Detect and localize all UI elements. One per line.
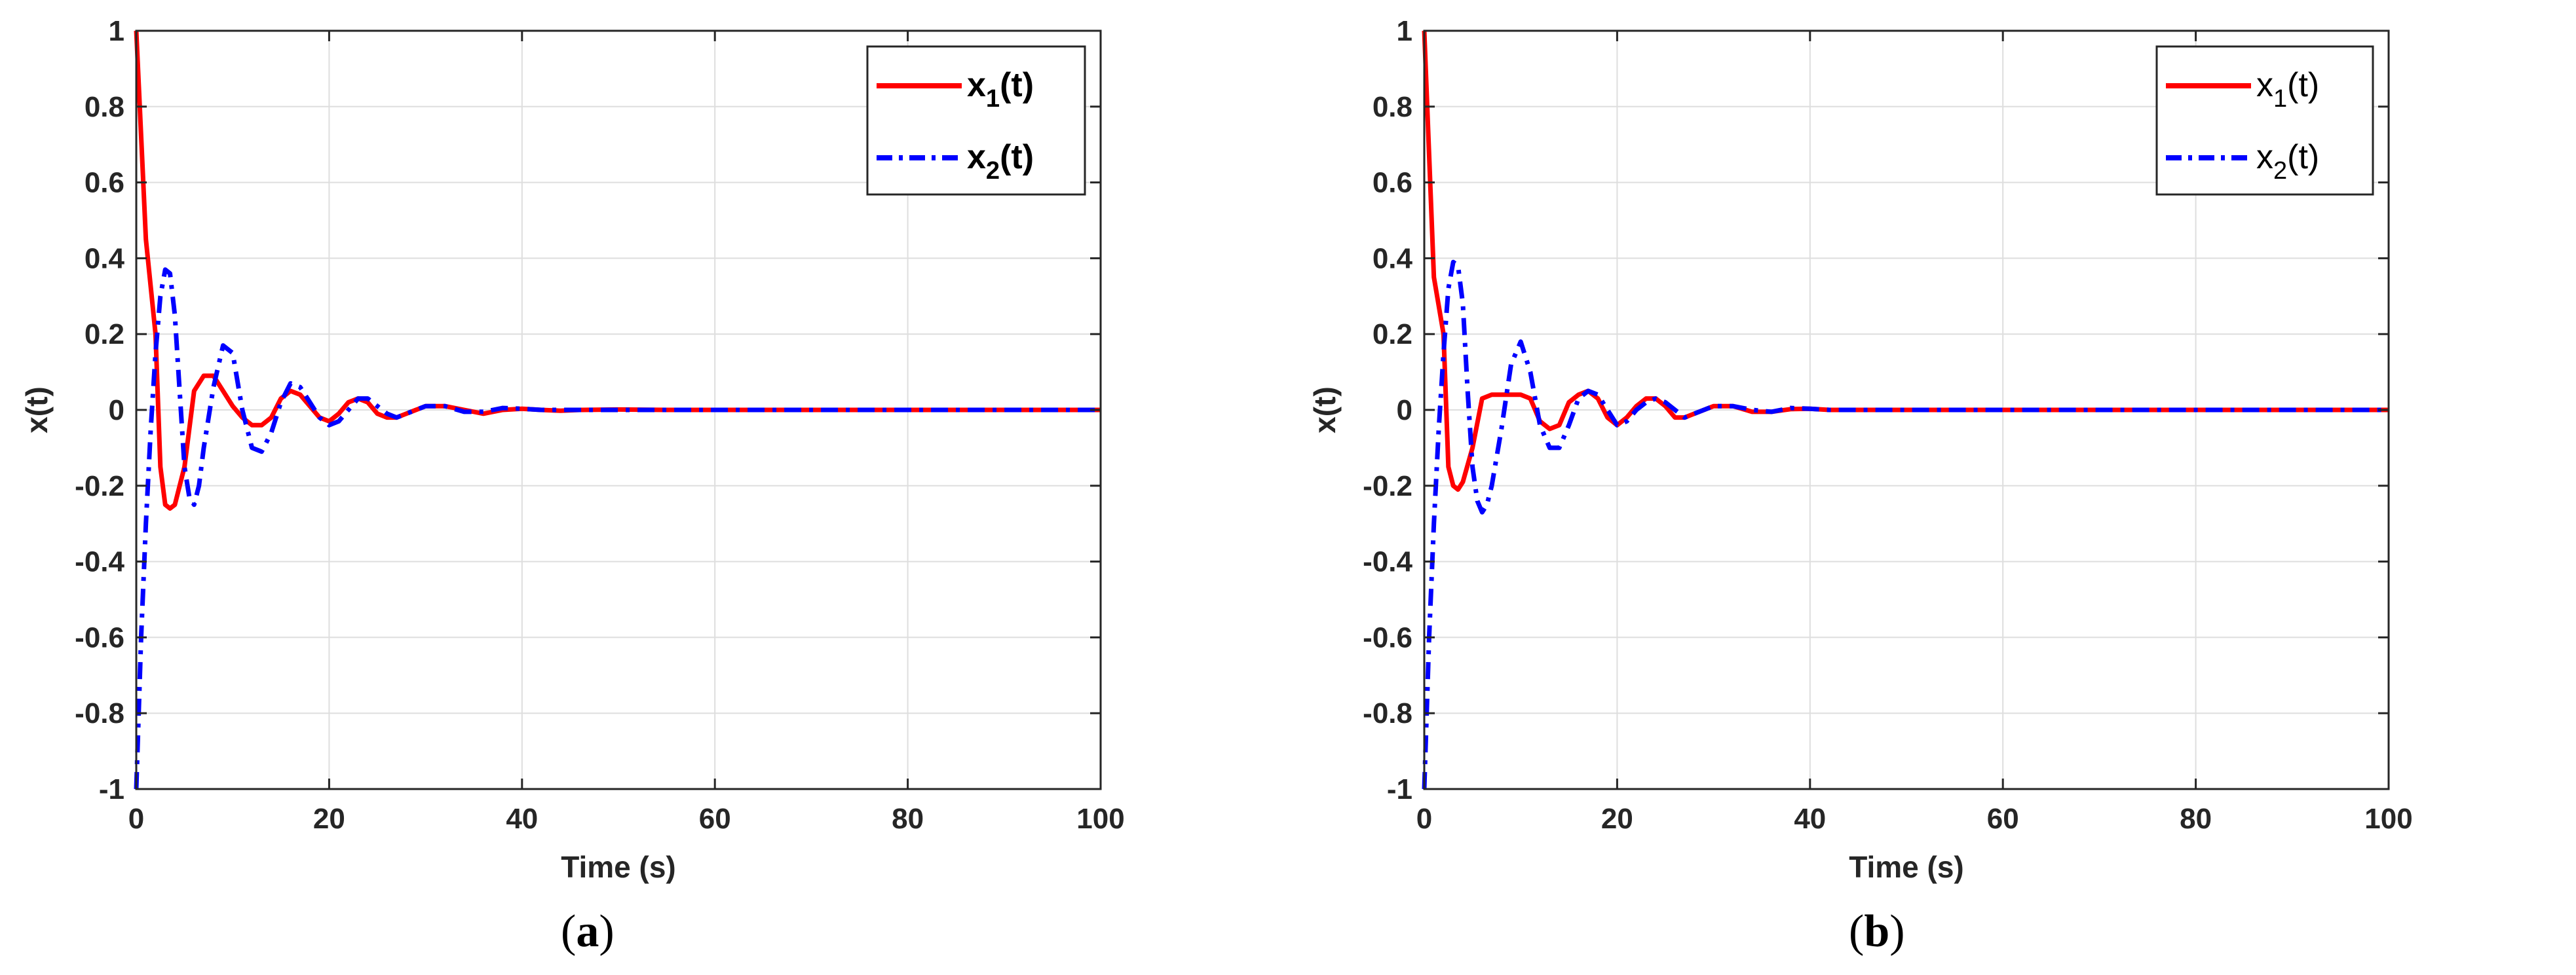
x-axis-label: Time (s) — [561, 850, 676, 884]
legend-label-2: x2(t) — [967, 138, 1034, 185]
x-tick-label: 20 — [1601, 803, 1633, 835]
chart-b-svg: 0 20 40 60 80 100 1 0.8 0.6 0.4 0.2 0 -0.2 -0.4 -0.6 -0… — [1308, 15, 2413, 957]
y-tick-label: 0.8 — [85, 91, 124, 123]
y-tick-label: 0.2 — [1373, 318, 1412, 350]
x-tick-label: 100 — [2364, 803, 2412, 835]
chart-panel-a: 0 20 40 60 80 100 1 0.8 0.6 0.4 0.2 0 -0.2 -0.4 -0.6 -0… — [20, 15, 1125, 957]
y-tick-label: 1 — [1397, 15, 1412, 47]
x-tick-label: 80 — [892, 803, 924, 835]
y-tick-label: 0 — [1397, 394, 1412, 426]
y-tick-label: -0.4 — [75, 546, 124, 578]
y-tick-label: -1 — [1387, 773, 1412, 805]
y-tick-label: 0.4 — [85, 242, 125, 274]
legend: x1(t) x2(t) — [2155, 45, 2374, 196]
legend-box — [866, 45, 1086, 196]
y-tick-label: 0.4 — [1373, 242, 1413, 274]
y-tick-label: 0.6 — [85, 167, 124, 199]
y-tick-label: 0 — [109, 394, 124, 426]
legend-label-1: x1(t) — [967, 66, 1034, 113]
x-tick-label: 100 — [1076, 803, 1124, 835]
y-tick-label: -0.6 — [75, 621, 124, 653]
series-line-2 — [1422, 259, 2389, 790]
x-tick-label: 60 — [1987, 803, 2019, 835]
x-tick-label: 40 — [1794, 803, 1826, 835]
y-tick-label: 1 — [109, 15, 124, 47]
x-tick-label: 40 — [506, 803, 538, 835]
legend-label-2: x2(t) — [2256, 138, 2319, 185]
panel-caption: (a) — [561, 906, 615, 957]
legend-box — [2155, 45, 2374, 196]
y-tick-label: -0.6 — [1363, 621, 1412, 653]
panel-caption: (b) — [1849, 906, 1905, 957]
x-tick-label: 20 — [313, 803, 345, 835]
y-axis-label: x(t) — [1308, 386, 1342, 433]
x-tick-label: 0 — [1416, 803, 1432, 835]
y-axis-label: x(t) — [20, 386, 54, 433]
x-axis-label: Time (s) — [1849, 850, 1964, 884]
y-tick-label: 0.2 — [85, 318, 124, 350]
y-tick-label: 0.8 — [1373, 91, 1412, 123]
x-tick-label: 60 — [699, 803, 731, 835]
y-tick-label: -0.2 — [1363, 470, 1412, 502]
y-tick-label: -1 — [99, 773, 124, 805]
x-tick-label: 0 — [128, 803, 144, 835]
y-tick-label: -0.4 — [1363, 546, 1412, 578]
y-tick-label: -0.8 — [1363, 697, 1412, 729]
chart-a-svg: 0 20 40 60 80 100 1 0.8 0.6 0.4 0.2 0 -0.2 -0.4 -0.6 -0… — [20, 15, 1125, 957]
series-line-2 — [134, 267, 1101, 790]
y-tick-label: -0.2 — [75, 470, 124, 502]
legend-label-1: x1(t) — [2256, 66, 2319, 113]
chart-panel-b: 0 20 40 60 80 100 1 0.8 0.6 0.4 0.2 0 -0.2 -0.4 -0.6 -0… — [1288, 0, 2576, 975]
legend: x1(t) x2(t) — [866, 45, 1086, 196]
y-tick-label: -0.8 — [75, 697, 124, 729]
y-tick-label: 0.6 — [1373, 167, 1412, 199]
x-tick-label: 80 — [2180, 803, 2212, 835]
